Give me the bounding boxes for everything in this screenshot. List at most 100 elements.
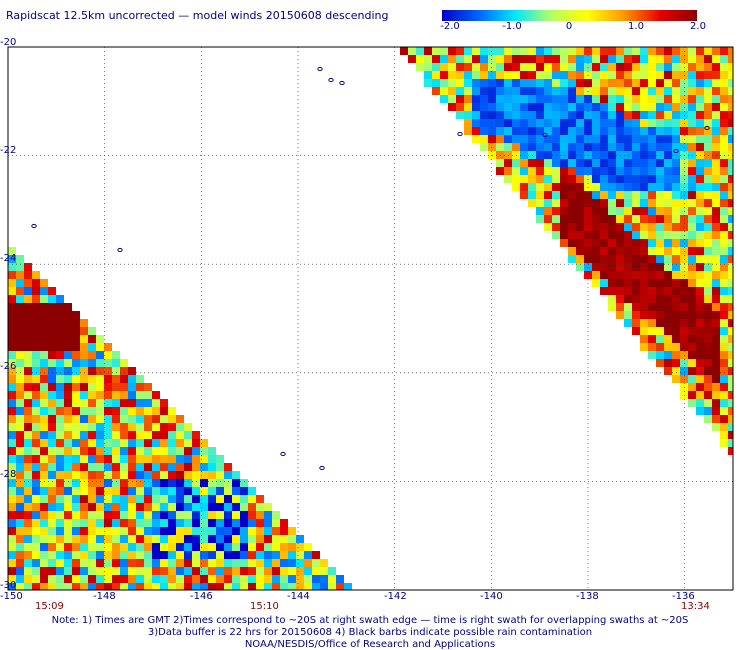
wind-cell <box>96 431 104 439</box>
wind-cell <box>48 527 56 535</box>
wind-cell <box>712 319 720 327</box>
wind-cell <box>16 447 24 455</box>
wind-cell <box>512 135 520 143</box>
wind-cell <box>80 535 88 543</box>
wind-cell <box>632 263 640 271</box>
wind-cell <box>120 463 128 471</box>
wind-cell <box>696 263 704 271</box>
wind-cell <box>64 319 72 327</box>
wind-cell <box>88 567 96 575</box>
wind-cell <box>696 191 704 199</box>
wind-cell <box>576 191 584 199</box>
wind-cell <box>48 311 56 319</box>
wind-cell <box>64 311 72 319</box>
wind-cell <box>600 287 608 295</box>
wind-cell <box>160 519 168 527</box>
wind-cell <box>88 407 96 415</box>
wind-cell <box>688 319 696 327</box>
wind-cell <box>600 95 608 103</box>
wind-cell <box>16 351 24 359</box>
wind-cell <box>48 487 56 495</box>
wind-cell <box>680 367 688 375</box>
wind-cell <box>576 199 584 207</box>
wind-cell <box>576 127 584 135</box>
wind-cell <box>256 567 264 575</box>
wind-cell <box>544 119 552 127</box>
wind-cell <box>640 87 648 95</box>
wind-cell <box>176 535 184 543</box>
wind-cell <box>656 263 664 271</box>
wind-cell <box>680 295 688 303</box>
wind-cell <box>648 295 656 303</box>
wind-cell <box>592 55 600 63</box>
wind-cell <box>592 47 600 55</box>
wind-cell <box>608 167 616 175</box>
wind-cell <box>200 535 208 543</box>
wind-cell <box>216 567 224 575</box>
wind-cell <box>664 159 672 167</box>
wind-cell <box>616 79 624 87</box>
wind-cell <box>32 287 40 295</box>
wind-cell <box>704 47 712 55</box>
wind-cell <box>544 87 552 95</box>
wind-cell <box>104 479 112 487</box>
wind-cell <box>544 159 552 167</box>
wind-cell <box>616 159 624 167</box>
wind-cell <box>32 359 40 367</box>
wind-cell <box>656 87 664 95</box>
wind-cell <box>56 375 64 383</box>
wind-cell <box>624 279 632 287</box>
wind-cell <box>232 527 240 535</box>
wind-cell <box>632 287 640 295</box>
wind-cell <box>8 375 16 383</box>
wind-cell <box>640 47 648 55</box>
wind-cell <box>464 111 472 119</box>
wind-cell <box>592 119 600 127</box>
wind-cell <box>80 575 88 583</box>
wind-cell <box>168 415 176 423</box>
wind-cell <box>488 135 496 143</box>
wind-cell <box>488 143 496 151</box>
wind-cell <box>16 279 24 287</box>
wind-cell <box>192 487 200 495</box>
wind-cell <box>496 47 504 55</box>
wind-cell <box>96 447 104 455</box>
wind-cell <box>184 551 192 559</box>
wind-cell <box>256 575 264 583</box>
wind-cell <box>536 71 544 79</box>
wind-cell <box>128 583 136 590</box>
wind-cell <box>504 95 512 103</box>
wind-cell <box>120 367 128 375</box>
wind-cell <box>728 199 733 207</box>
wind-cell <box>144 471 152 479</box>
wind-cell <box>568 199 576 207</box>
wind-cell <box>80 551 88 559</box>
wind-cell <box>616 111 624 119</box>
wind-cell <box>552 87 560 95</box>
wind-cell <box>72 551 80 559</box>
wind-cell <box>120 415 128 423</box>
wind-cell <box>144 519 152 527</box>
wind-cell <box>16 399 24 407</box>
wind-cell <box>720 71 728 79</box>
wind-cell <box>400 47 408 55</box>
wind-cell <box>40 455 48 463</box>
wind-cell <box>688 303 696 311</box>
wind-cell <box>680 271 688 279</box>
wind-cell <box>8 359 16 367</box>
wind-cell <box>656 215 664 223</box>
wind-cell <box>64 351 72 359</box>
wind-cell <box>312 559 320 567</box>
wind-cell <box>64 519 72 527</box>
wind-cell <box>40 439 48 447</box>
wind-cell <box>552 143 560 151</box>
wind-cell <box>664 247 672 255</box>
wind-cell <box>128 447 136 455</box>
wind-cell <box>720 263 728 271</box>
wind-cell <box>704 311 712 319</box>
wind-cell <box>48 455 56 463</box>
wind-cell <box>592 199 600 207</box>
wind-cell <box>704 351 712 359</box>
wind-cell <box>720 207 728 215</box>
wind-cell <box>720 151 728 159</box>
